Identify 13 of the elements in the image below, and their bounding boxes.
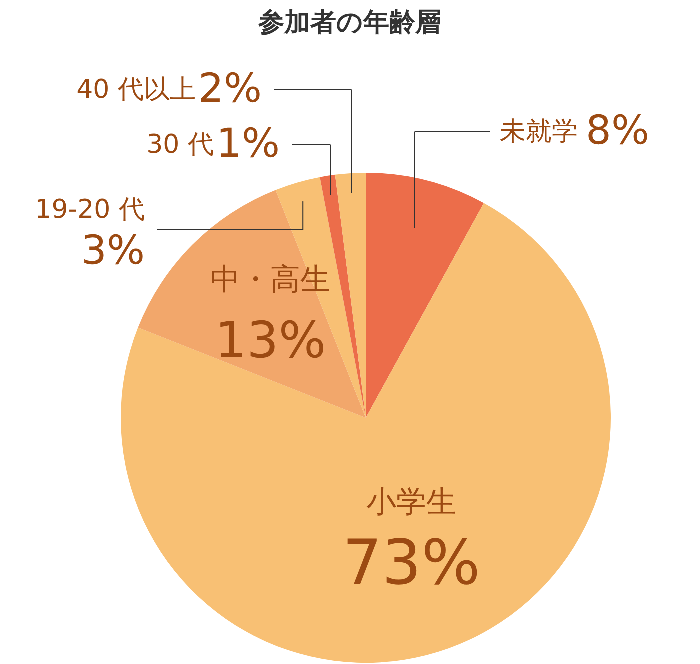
chart-title: 参加者の年齢層 [258, 8, 442, 38]
slice-label: 30 代 [146, 130, 214, 160]
data-label: 2% [198, 66, 262, 112]
slice-label: 中・高生 [210, 262, 331, 298]
data-label: 73% [342, 526, 481, 599]
data-label: 13% [215, 312, 326, 370]
data-label: 3% [82, 228, 145, 274]
data-label: 8% [586, 108, 650, 154]
slice-label: 小学生 [366, 484, 457, 520]
data-label: 1% [216, 121, 280, 167]
slice-label: 未就学 [500, 117, 578, 147]
slice-label: 40 代以上 [76, 75, 196, 105]
slice-label: 19-20 代 [35, 195, 145, 225]
